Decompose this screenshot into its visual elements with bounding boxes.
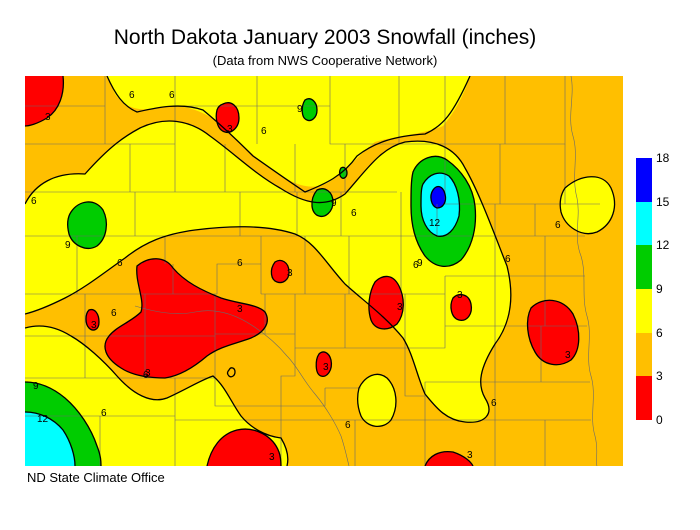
snowfall-map: 3 6 6 3 6 9 6 9 6 6 3 3 3 6 3 9 6 3 3 6 …	[25, 76, 623, 466]
contour-label: 6	[143, 370, 149, 381]
legend-swatch	[636, 289, 652, 333]
fill-0-3-central-west	[105, 258, 268, 378]
contour-label: 6	[491, 398, 497, 409]
contour-label: 3	[91, 320, 97, 331]
fill-6-9-west	[25, 121, 511, 423]
contour-label: 6	[345, 420, 351, 431]
fill-12-15-southwest	[25, 412, 75, 466]
contour-label: 6	[261, 126, 267, 137]
fill-0-3-south	[207, 429, 281, 466]
fill-0-3-east-small	[451, 294, 472, 321]
contour-label: 6	[111, 308, 117, 319]
map-subtitle: (Data from NWS Cooperative Network)	[212, 53, 438, 68]
contour-label: 3	[45, 112, 51, 123]
legend-label: 9	[656, 282, 663, 296]
fill-9-12-west	[67, 201, 107, 249]
fill-0-3-south-small	[316, 352, 332, 377]
fill-0-3-west-small	[86, 309, 99, 330]
contour-label: 6	[101, 408, 107, 419]
contour-label: 3	[287, 268, 293, 279]
contour-label: 3	[269, 452, 275, 463]
contour-label: 3	[565, 350, 571, 361]
fill-0-3-southeast	[425, 451, 473, 466]
legend-label: 12	[656, 238, 670, 253]
contour-label: 6	[129, 90, 135, 101]
credit-text: ND State Climate Office	[27, 470, 165, 485]
fill-0-3-north-small	[216, 102, 239, 133]
contour-label: 9	[297, 104, 303, 115]
legend-swatch	[636, 201, 652, 246]
legend-label: 18	[656, 151, 670, 165]
fill-9-12-north	[302, 98, 317, 121]
fill-15-18-peak	[430, 186, 446, 208]
contour-label: 6	[351, 208, 357, 219]
contour-label: 3	[323, 362, 329, 373]
fill-6-9-north	[107, 76, 470, 187]
fill-0-3-east	[527, 300, 579, 365]
red-river	[570, 76, 598, 466]
fill-0-3-center	[368, 276, 404, 329]
contour-label: 3	[397, 302, 403, 313]
contour-label: 3	[227, 124, 233, 135]
contour-label: 3	[467, 450, 473, 461]
contour-label: 9	[417, 258, 423, 269]
contour-label: 6	[555, 220, 561, 231]
contour-label: 3	[457, 290, 463, 301]
legend-swatch	[636, 245, 652, 289]
contour-label: 3	[145, 368, 151, 379]
contour-label: 9	[65, 240, 71, 251]
contour-label: 6	[413, 260, 419, 271]
legend-swatch	[636, 376, 652, 420]
contour-label: 9	[33, 381, 39, 392]
river-line	[134, 305, 350, 466]
contour-lines	[25, 76, 616, 466]
fill-0-3-northwest	[25, 76, 64, 126]
legend-swatch	[636, 332, 652, 377]
fill-0-3-center-small	[271, 260, 289, 283]
contour-label: 6	[169, 90, 175, 101]
legend-color-bar	[636, 158, 652, 420]
fill-6-9-east-circle	[560, 176, 615, 234]
legend-label: 0	[656, 413, 663, 427]
legend-label: 6	[656, 325, 663, 340]
contour-label: 6	[31, 196, 37, 207]
contour-label: 12	[37, 414, 49, 425]
contour-label: 6	[117, 258, 123, 269]
fill-6-9-center-south	[357, 374, 396, 427]
contour-label: 9	[331, 198, 337, 209]
legend-label: 15	[656, 194, 670, 209]
contour-label: 3	[237, 304, 243, 315]
contour-label: 6	[237, 258, 243, 269]
contour-value-labels: 3 6 6 3 6 9 6 9 6 6 3 3 3 6 3 9 6 3 3 6 …	[31, 90, 571, 463]
map-title: North Dakota January 2003 Snowfall (inch…	[113, 26, 537, 49]
snowfall-fill-layer	[25, 76, 623, 466]
legend-swatch	[636, 158, 652, 202]
legend-label: 3	[656, 369, 663, 384]
contour-label: 6	[505, 254, 511, 265]
contour-label: 12	[429, 218, 441, 229]
